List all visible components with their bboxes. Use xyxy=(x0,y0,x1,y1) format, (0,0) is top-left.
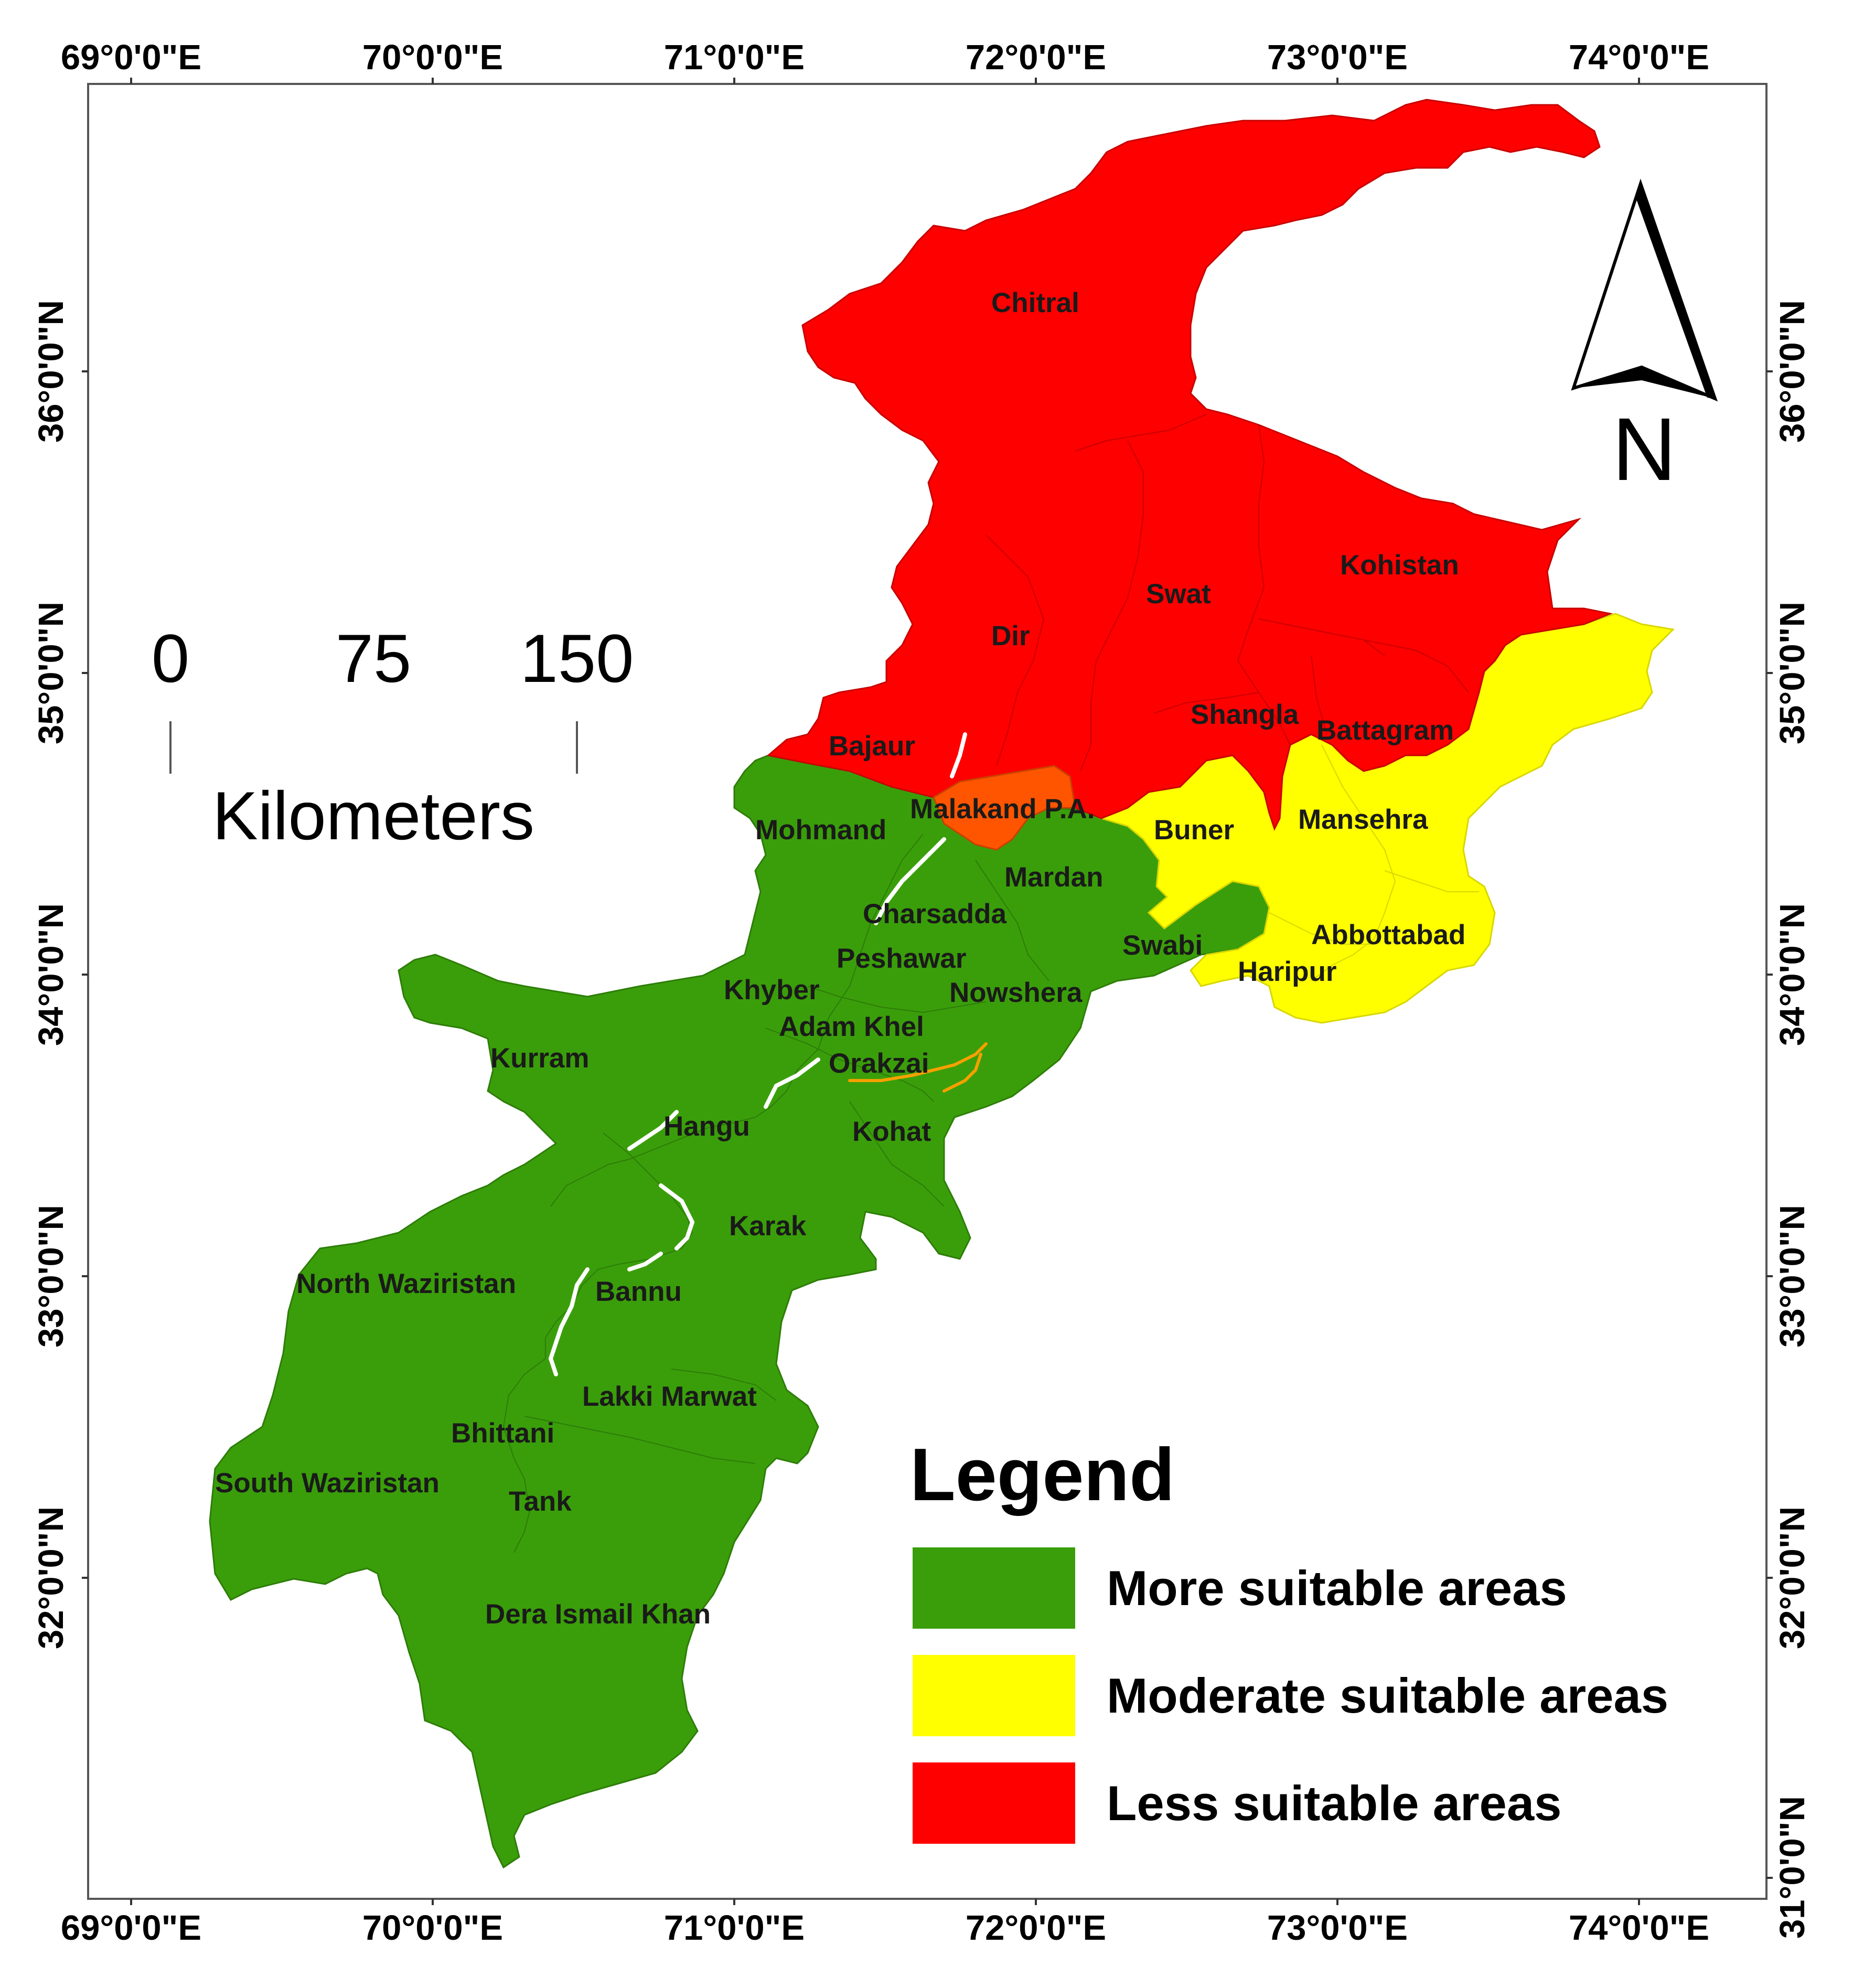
right-tick-label: 36°0'0"N xyxy=(1773,300,1812,443)
district-label-adam-khel: Adam Khel xyxy=(779,1011,924,1042)
scale-bar: 0 75 150 Kilometers xyxy=(152,620,634,854)
legend-swatch xyxy=(913,1762,1075,1844)
district-label-south-waziristan: South Waziristan xyxy=(215,1468,440,1499)
legend-label: More suitable areas xyxy=(1107,1561,1567,1616)
left-tick-label: 34°0'0"N xyxy=(31,903,71,1046)
right-latitude-labels: 36°0'0"N 35°0'0"N 34°0'0"N 33°0'0"N 32°0'0"N… xyxy=(1773,300,1812,1939)
malakand-region xyxy=(933,765,1076,851)
district-label-mansehra: Mansehra xyxy=(1298,804,1428,835)
district-label-dir: Dir xyxy=(991,621,1030,651)
district-label-north-waziristan: North Waziristan xyxy=(296,1268,516,1299)
top-tick-label: 74°0'0"E xyxy=(1569,38,1709,77)
right-tick-label: 33°0'0"N xyxy=(1773,1205,1812,1348)
north-arrow: N xyxy=(1571,178,1718,499)
scale-label-150: 150 xyxy=(520,620,634,697)
right-tick-label: 31°0'0"N xyxy=(1773,1796,1812,1939)
less-suitable-region xyxy=(766,99,1613,831)
legend-items: More suitable areas Moderate suitable are… xyxy=(913,1547,1668,1844)
scale-unit-label: Kilometers xyxy=(212,777,534,854)
top-tick-label: 72°0'0"E xyxy=(966,38,1106,77)
district-label-haripur: Haripur xyxy=(1238,956,1336,987)
rivers xyxy=(548,732,967,1376)
left-tick-label: 36°0'0"N xyxy=(31,300,71,443)
bottom-tick-label: 71°0'0"E xyxy=(664,1908,805,1948)
district-label-peshawar: Peshawar xyxy=(837,943,966,974)
legend-title: Legend xyxy=(910,1433,1175,1516)
district-label-nowshera: Nowshera xyxy=(949,977,1083,1008)
district-label-dera-ismail-khan: Dera Ismail Khan xyxy=(485,1599,711,1630)
left-tick-label: 32°0'0"N xyxy=(31,1506,71,1649)
frame-ticks xyxy=(82,78,1773,1905)
scale-label-75: 75 xyxy=(336,620,412,697)
district-label-abbottabad: Abbottabad xyxy=(1311,920,1465,950)
district-label-khyber: Khyber xyxy=(724,975,820,1006)
top-tick-label: 71°0'0"E xyxy=(664,38,805,77)
legend: Legend More suitable areas Moderate suita… xyxy=(910,1433,1668,1844)
north-arrow-shadow xyxy=(1636,184,1715,399)
bottom-tick-label: 72°0'0"E xyxy=(966,1908,1106,1948)
right-tick-label: 35°0'0"N xyxy=(1773,602,1812,744)
top-longitude-labels: 69°0'0"E 70°0'0"E 71°0'0"E 72°0'0"E 73°0'0"E… xyxy=(61,38,1709,77)
district-label-kohat: Kohat xyxy=(852,1116,931,1147)
district-label-kurram: Kurram xyxy=(490,1043,590,1074)
top-tick-label: 69°0'0"E xyxy=(61,38,201,77)
district-label-bajaur: Bajaur xyxy=(829,731,915,762)
district-label-swat: Swat xyxy=(1146,579,1211,610)
bottom-tick-label: 69°0'0"E xyxy=(61,1908,201,1948)
legend-swatch xyxy=(913,1547,1075,1629)
right-tick-label: 34°0'0"N xyxy=(1773,903,1812,1046)
legend-label: Moderate suitable areas xyxy=(1107,1668,1668,1723)
top-tick-label: 73°0'0"E xyxy=(1267,38,1408,77)
district-label-orakzai: Orakzai xyxy=(829,1048,929,1079)
district-labels: Chitral Kohistan Swat Dir Shangla Battag… xyxy=(215,287,1465,1630)
district-label-charsadda: Charsadda xyxy=(863,899,1006,929)
more-suitable-region xyxy=(209,754,1270,1869)
district-label-mohmand: Mohmand xyxy=(755,815,886,846)
district-label-swabi: Swabi xyxy=(1122,930,1203,961)
left-tick-label: 33°0'0"N xyxy=(31,1205,71,1348)
district-label-hangu: Hangu xyxy=(663,1111,750,1142)
scale-label-0: 0 xyxy=(152,620,189,697)
district-label-chitral: Chitral xyxy=(991,287,1079,318)
left-tick-label: 35°0'0"N xyxy=(31,602,71,744)
district-label-bannu: Bannu xyxy=(595,1276,682,1307)
north-arrow-base xyxy=(1573,367,1715,399)
north-label: N xyxy=(1612,400,1677,499)
district-label-malakand: Malakand P.A. xyxy=(910,794,1095,825)
bottom-longitude-labels: 69°0'0"E 70°0'0"E 71°0'0"E 72°0'0"E 73°0'0"E… xyxy=(61,1908,1709,1948)
district-label-shangla: Shangla xyxy=(1191,699,1299,730)
district-label-karak: Karak xyxy=(729,1211,807,1242)
legend-label: Less suitable areas xyxy=(1107,1776,1561,1831)
streams xyxy=(848,1042,988,1093)
district-label-mardan: Mardan xyxy=(1004,862,1103,893)
district-label-tank: Tank xyxy=(509,1486,572,1517)
district-label-kohistan: Kohistan xyxy=(1340,550,1459,581)
bottom-tick-label: 70°0'0"E xyxy=(362,1908,503,1948)
left-latitude-labels: 36°0'0"N 35°0'0"N 34°0'0"N 33°0'0"N 32°0'0"N xyxy=(31,300,71,1649)
right-tick-label: 32°0'0"N xyxy=(1773,1506,1812,1649)
district-label-battagram: Battagram xyxy=(1316,715,1454,746)
top-tick-label: 70°0'0"E xyxy=(362,38,503,77)
bottom-tick-label: 74°0'0"E xyxy=(1569,1908,1709,1948)
district-label-bhittani: Bhittani xyxy=(451,1418,554,1449)
district-label-lakki-marwat: Lakki Marwat xyxy=(582,1381,757,1412)
legend-swatch xyxy=(913,1655,1075,1736)
district-label-buner: Buner xyxy=(1154,815,1234,846)
bottom-tick-label: 73°0'0"E xyxy=(1267,1908,1408,1948)
